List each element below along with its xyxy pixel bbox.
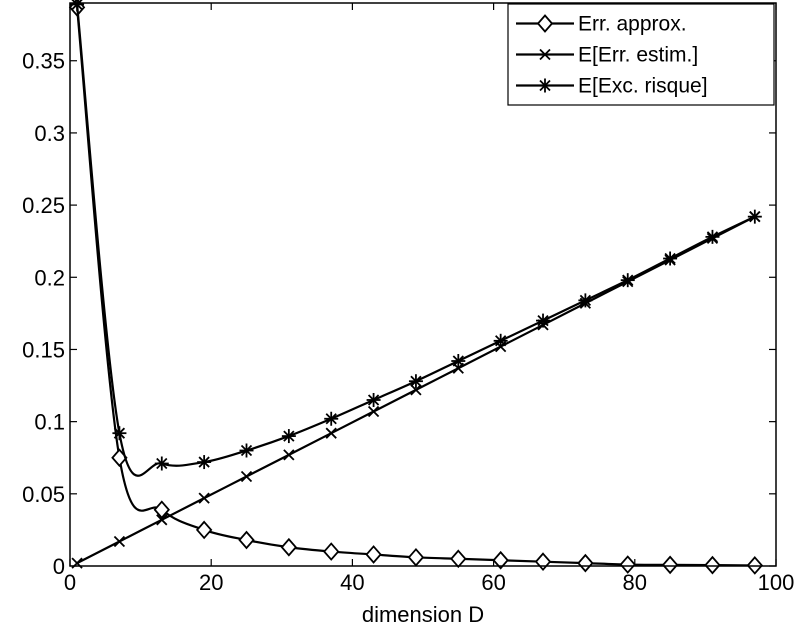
series-2-point-8 — [408, 374, 423, 389]
series-2-point-16-stroke-d — [749, 211, 761, 223]
series-2-point-10 — [493, 333, 508, 348]
series-0-point-12 — [577, 553, 594, 573]
series-2-point-13 — [620, 273, 635, 288]
legend-marker-1-stroke-b — [539, 48, 551, 61]
series-2-point-11 — [536, 313, 551, 328]
series-2-point-14 — [663, 251, 678, 266]
y-tick-label: 0.1 — [34, 410, 65, 435]
series-2-point-16 — [747, 209, 762, 224]
plot-frame — [69, 2, 777, 567]
series-1-point-6 — [325, 427, 337, 439]
x-tick-label: 80 — [623, 570, 647, 595]
series-2-point-6 — [324, 411, 339, 426]
series-1-point-8 — [410, 384, 422, 396]
legend-label-0: Err. approx. — [578, 13, 687, 36]
series-2-point-2 — [154, 456, 169, 471]
series-2-point-5 — [281, 429, 296, 444]
series-2-point-15 — [705, 229, 720, 244]
y-tick-label: 0.3 — [34, 121, 65, 146]
series-2-point-3-stroke-d — [198, 456, 210, 468]
series-0-point-15 — [704, 555, 721, 575]
series-2-point-7-stroke-d — [367, 394, 380, 406]
y-tick-label: 0.15 — [22, 337, 65, 362]
series-1-point-2-stroke-b — [156, 514, 168, 526]
series-2-point-1 — [112, 426, 127, 441]
series-1-point-4-stroke-b — [240, 470, 253, 483]
series-1-point-8-stroke-b — [410, 384, 422, 396]
legend: Err. approx. E[Err. estim.] E[Exc. risque] — [507, 3, 775, 106]
series-0-point-10 — [492, 550, 509, 570]
series-1-point-7-stroke-b — [367, 405, 380, 418]
x-tick-label: 40 — [340, 570, 364, 595]
series-1-point-1 — [113, 535, 126, 548]
series-0-point-9 — [450, 549, 467, 569]
series-2-point-9 — [451, 354, 466, 369]
legend-label-2: E[Exc. risque] — [578, 75, 708, 98]
series-0-point-13 — [619, 555, 636, 574]
legend-marker-2-stroke-d — [539, 79, 551, 92]
x-tick-label: 100 — [758, 570, 795, 595]
series-layer — [68, 0, 764, 575]
series-2-point-12 — [578, 293, 593, 308]
series-0-point-7 — [365, 545, 382, 564]
series-2-point-10-stroke-d — [495, 335, 507, 347]
series-1-point-7 — [367, 405, 380, 418]
series-2-point-4 — [239, 443, 254, 458]
series-1-point-5-stroke-b — [283, 449, 295, 461]
legend-label-1: E[Err. estim.] — [578, 44, 698, 67]
series-2-point-5-stroke-d — [283, 430, 295, 442]
series-2-point-7 — [366, 392, 381, 407]
x-axis-label: dimension D — [362, 602, 484, 627]
series-2-point-4-stroke-d — [240, 444, 253, 457]
series-1-point-6-stroke-b — [325, 427, 337, 439]
series-2-point-9-stroke-d — [452, 355, 464, 367]
series-2-point-15-stroke-d — [706, 231, 719, 243]
series-1-point-4 — [240, 470, 253, 483]
series-2-point-0-stroke-d — [71, 0, 83, 11]
series-0-point-2 — [153, 500, 170, 520]
series-2-point-11-stroke-d — [537, 314, 549, 327]
series-2-point-3 — [197, 455, 212, 470]
series-2-point-2-stroke-d — [156, 457, 168, 470]
x-tick-label: 60 — [481, 570, 505, 595]
series-1-point-3 — [198, 492, 210, 504]
series-2-point-1-stroke-d — [113, 427, 126, 439]
legend-marker-1 — [539, 48, 551, 61]
series-2 — [70, 0, 762, 477]
series-1-point-3-stroke-b — [198, 492, 210, 504]
series-2-point-12-stroke-d — [579, 294, 592, 307]
y-tick-label: 0.2 — [34, 265, 65, 290]
series-0-point-6 — [323, 542, 340, 561]
series-2-point-14-stroke-d — [664, 252, 676, 265]
series-0-point-14 — [661, 555, 679, 575]
y-tick-label: 0.05 — [22, 482, 65, 507]
legend-marker-0 — [536, 14, 554, 33]
ticks-layer: 0 20 40 60 80 100 0 0.05 0.1 0.15 0.2 0.25 0.3 0.35 — [22, 3, 794, 595]
x-tick-label: 20 — [199, 570, 223, 595]
series-0-point-5 — [280, 537, 298, 557]
legend-marker-2 — [538, 78, 552, 93]
series-1-point-1-stroke-b — [113, 535, 126, 548]
series-0-point-4 — [238, 530, 255, 550]
x-tick-label: 0 — [64, 570, 76, 595]
series-2-point-0 — [70, 0, 85, 12]
series-1-point-2 — [156, 514, 168, 526]
y-tick-label: 0.35 — [22, 49, 65, 74]
series-2-point-13-stroke-d — [622, 274, 634, 286]
series-2-point-8-stroke-d — [410, 375, 422, 387]
series-0-point-3 — [195, 520, 213, 540]
series-1-point-5 — [283, 449, 295, 461]
series-2-point-6-stroke-d — [325, 413, 337, 425]
y-tick-label: 0 — [53, 554, 65, 579]
y-tick-label: 0.25 — [22, 193, 65, 218]
